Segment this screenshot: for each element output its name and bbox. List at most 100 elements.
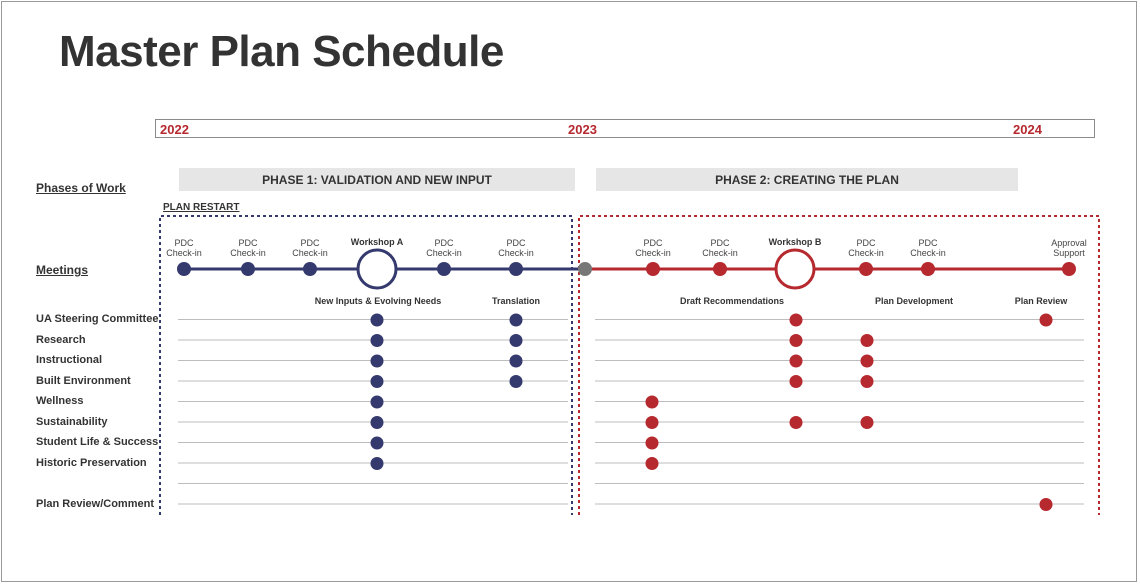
participation-dot xyxy=(860,375,874,388)
group-label: Research xyxy=(36,333,86,346)
year-timeline-bar xyxy=(155,119,1095,138)
participation-dot xyxy=(645,416,659,429)
participation-dot xyxy=(645,436,659,450)
participation-dot xyxy=(509,334,523,347)
participation-dot xyxy=(509,313,523,327)
meeting-label-line-1: PDC xyxy=(506,238,526,248)
meeting-label-line-2: Check-in xyxy=(848,248,884,258)
group-label: Student Life & Success xyxy=(36,436,159,448)
group-label: Instructional xyxy=(36,354,103,366)
stage-label: Translation xyxy=(491,296,541,306)
phase-transition-marker xyxy=(578,262,592,276)
meeting-label-line-1: PDC xyxy=(643,238,663,248)
participation-dot xyxy=(789,313,803,327)
meeting-label-line-1: PDC xyxy=(434,238,454,248)
participation-dot xyxy=(860,416,874,429)
participation-dot xyxy=(789,375,803,388)
group-label: UA Steering Committee xyxy=(36,313,159,325)
meeting-label: Workshop A xyxy=(342,237,412,247)
participation-dot xyxy=(789,354,803,368)
participation-dot xyxy=(1039,313,1053,327)
meeting-label-line-1: PDC xyxy=(918,238,938,248)
workshop-marker xyxy=(356,248,398,290)
meeting-label: PDC Check-in xyxy=(831,238,901,258)
participation-dot xyxy=(789,334,803,347)
group-label: Wellness xyxy=(36,395,84,407)
meeting-label-line-1: Workshop B xyxy=(768,237,822,247)
checkin-marker xyxy=(241,262,255,276)
participation-dot xyxy=(370,457,384,470)
meetings-label: Meetings xyxy=(36,263,89,277)
stage-label: Plan Review xyxy=(1014,296,1068,306)
meeting-label: PDC Check-in xyxy=(275,238,345,258)
meeting-label-line-2: Check-in xyxy=(292,248,328,258)
meeting-label-line-2: Check-in xyxy=(635,248,671,258)
checkin-marker xyxy=(177,262,191,276)
phase-2-label: PHASE 2: CREATING THE PLAN xyxy=(715,172,899,187)
group-label: Historic Preservation xyxy=(36,456,147,469)
stage-label: Draft Recommendations xyxy=(679,296,785,306)
meeting-label: PDC Check-in xyxy=(149,238,219,258)
stage-label: New Inputs & Evolving Needs xyxy=(314,296,442,306)
participation-dot xyxy=(1039,498,1053,511)
plan-restart-label: PLAN RESTART xyxy=(163,202,240,213)
meeting-label-line-1: PDC xyxy=(174,238,194,248)
participation-dot xyxy=(370,416,384,429)
meeting-label-line-2: Check-in xyxy=(702,248,738,258)
participation-dot xyxy=(370,334,384,347)
meeting-label-line-1: PDC xyxy=(238,238,258,248)
participation-dot xyxy=(645,395,659,409)
participation-dot xyxy=(509,375,523,388)
group-label: Sustainability xyxy=(36,415,108,428)
meeting-label-line-2: Check-in xyxy=(498,248,534,258)
workshop-marker xyxy=(774,248,816,290)
participation-dot xyxy=(370,354,384,368)
checkin-marker xyxy=(713,262,727,276)
participation-dot xyxy=(860,334,874,347)
participation-dot xyxy=(789,416,803,429)
meeting-label-line-1: Approval xyxy=(1051,238,1087,248)
phase-1-label: PHASE 1: VALIDATION AND NEW INPUT xyxy=(262,172,492,187)
phase-1-banner: PHASE 1: VALIDATION AND NEW INPUT xyxy=(179,168,575,191)
meeting-label-line-2: Check-in xyxy=(910,248,946,258)
participation-dot xyxy=(370,313,384,327)
page-title: Master Plan Schedule xyxy=(59,27,504,76)
year-label-2024: 2024 xyxy=(1013,122,1042,137)
meeting-label: Workshop B xyxy=(760,237,830,247)
meeting-label: PDC Check-in xyxy=(618,238,688,258)
year-label-2022: 2022 xyxy=(160,122,189,137)
year-label-2023: 2023 xyxy=(568,122,597,137)
phase-2-banner: PHASE 2: CREATING THE PLAN xyxy=(596,168,1018,191)
meeting-label: PDC Check-in xyxy=(481,238,551,258)
phase-1-dashed-box xyxy=(159,215,573,515)
meeting-label: Approval Support xyxy=(1034,238,1104,258)
meeting-label: PDC Check-in xyxy=(409,238,479,258)
meeting-label-line-1: PDC xyxy=(300,238,320,248)
participation-dot xyxy=(370,375,384,388)
participation-dot xyxy=(860,354,874,368)
group-label: Built Environment xyxy=(36,374,131,387)
checkin-marker xyxy=(1062,262,1076,276)
meeting-label: PDC Check-in xyxy=(213,238,283,258)
meeting-label-line-1: PDC xyxy=(856,238,876,248)
checkin-marker xyxy=(921,262,935,276)
meeting-label-line-1: PDC xyxy=(710,238,730,248)
checkin-marker xyxy=(303,262,317,276)
checkin-marker xyxy=(859,262,873,276)
group-label: Plan Review/Comment xyxy=(36,497,154,510)
phase-2-dashed-box xyxy=(578,215,1100,515)
meeting-label-line-2: Check-in xyxy=(166,248,202,258)
stage-label: Plan Development xyxy=(874,296,954,306)
meeting-label-line-2: Check-in xyxy=(426,248,462,258)
meeting-label-line-2: Check-in xyxy=(230,248,266,258)
participation-dot xyxy=(370,436,384,450)
checkin-marker xyxy=(437,262,451,276)
participation-dot xyxy=(645,457,659,470)
meeting-label-line-2: Support xyxy=(1053,248,1085,258)
checkin-marker xyxy=(509,262,523,276)
phases-of-work-label: Phases of Work xyxy=(36,181,126,195)
meeting-label: PDC Check-in xyxy=(685,238,755,258)
meeting-label-line-1: Workshop A xyxy=(350,237,404,247)
checkin-marker xyxy=(646,262,660,276)
